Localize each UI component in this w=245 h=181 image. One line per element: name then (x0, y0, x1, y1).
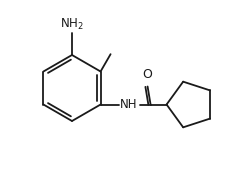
Text: NH: NH (120, 98, 137, 111)
Text: NH$_2$: NH$_2$ (60, 17, 84, 32)
Text: O: O (143, 68, 153, 81)
